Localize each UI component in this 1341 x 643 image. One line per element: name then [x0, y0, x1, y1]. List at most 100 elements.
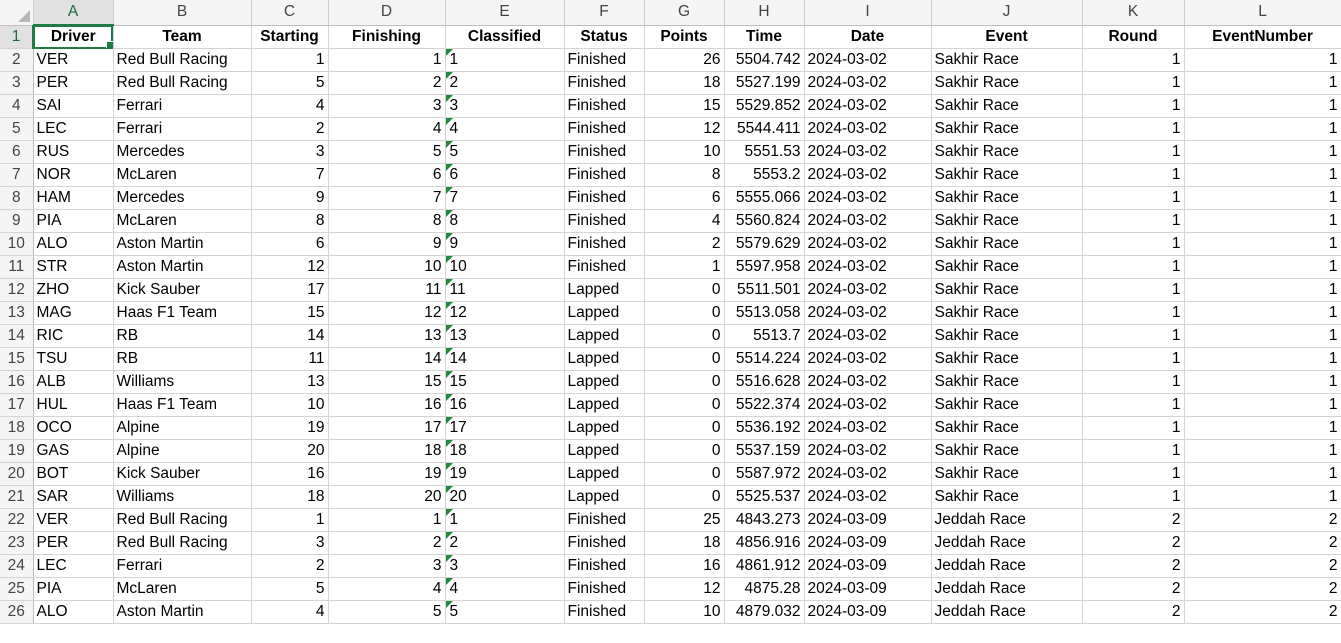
cell-round[interactable]: 1: [1082, 393, 1185, 417]
cell-classified[interactable]: 8: [445, 209, 565, 233]
cell-round[interactable]: 1: [1082, 163, 1185, 187]
cell-status[interactable]: Lapped: [564, 462, 645, 486]
cell-time[interactable]: 5544.411: [724, 117, 805, 141]
cell-points[interactable]: 26: [644, 48, 725, 72]
cell-points[interactable]: 0: [644, 462, 725, 486]
cell-status[interactable]: Lapped: [564, 416, 645, 440]
cell-header-finishing[interactable]: Finishing: [328, 25, 446, 49]
select-all-corner[interactable]: [0, 0, 34, 26]
cell-time[interactable]: 5529.852: [724, 94, 805, 118]
cell-starting[interactable]: 11: [251, 347, 329, 371]
cell-round[interactable]: 1: [1082, 301, 1185, 325]
cell-finishing[interactable]: 18: [328, 439, 446, 463]
cell-starting[interactable]: 8: [251, 209, 329, 233]
cell-header-starting[interactable]: Starting: [251, 25, 329, 49]
column-header-b[interactable]: B: [113, 0, 252, 26]
cell-time[interactable]: 5527.199: [724, 71, 805, 95]
row-number[interactable]: 1: [0, 25, 34, 49]
cell-status[interactable]: Lapped: [564, 324, 645, 348]
cell-classified[interactable]: 3: [445, 554, 565, 578]
cell-event[interactable]: Sakhir Race: [931, 462, 1083, 486]
cell-eventnumber[interactable]: 1: [1184, 439, 1341, 463]
row-number[interactable]: 15: [0, 347, 34, 371]
cell-eventnumber[interactable]: 1: [1184, 393, 1341, 417]
cell-driver[interactable]: PER: [33, 531, 114, 555]
row-number[interactable]: 3: [0, 71, 34, 95]
cell-round[interactable]: 1: [1082, 117, 1185, 141]
row-number[interactable]: 16: [0, 370, 34, 394]
cell-status[interactable]: Finished: [564, 600, 645, 624]
cell-eventnumber[interactable]: 1: [1184, 186, 1341, 210]
column-header-a[interactable]: A: [33, 0, 114, 26]
cell-eventnumber[interactable]: 1: [1184, 370, 1341, 394]
cell-team[interactable]: Red Bull Racing: [113, 508, 252, 532]
cell-classified[interactable]: 10: [445, 255, 565, 279]
cell-team[interactable]: Alpine: [113, 439, 252, 463]
cell-time[interactable]: 4843.273: [724, 508, 805, 532]
cell-eventnumber[interactable]: 1: [1184, 278, 1341, 302]
cell-classified[interactable]: 20: [445, 485, 565, 509]
cell-points[interactable]: 18: [644, 71, 725, 95]
cell-time[interactable]: 5516.628: [724, 370, 805, 394]
cell-header-round[interactable]: Round: [1082, 25, 1185, 49]
cell-team[interactable]: Haas F1 Team: [113, 393, 252, 417]
cell-round[interactable]: 1: [1082, 209, 1185, 233]
cell-date[interactable]: 2024-03-02: [804, 117, 932, 141]
cell-starting[interactable]: 13: [251, 370, 329, 394]
cell-driver[interactable]: LEC: [33, 554, 114, 578]
cell-driver[interactable]: PER: [33, 71, 114, 95]
cell-classified[interactable]: 9: [445, 232, 565, 256]
cell-starting[interactable]: 6: [251, 232, 329, 256]
cell-eventnumber[interactable]: 1: [1184, 140, 1341, 164]
cell-date[interactable]: 2024-03-02: [804, 71, 932, 95]
cell-starting[interactable]: 12: [251, 255, 329, 279]
cell-event[interactable]: Sakhir Race: [931, 117, 1083, 141]
cell-driver[interactable]: OCO: [33, 416, 114, 440]
cell-time[interactable]: 5513.7: [724, 324, 805, 348]
cell-team[interactable]: McLaren: [113, 209, 252, 233]
cell-driver[interactable]: PIA: [33, 577, 114, 601]
cell-classified[interactable]: 7: [445, 186, 565, 210]
cell-finishing[interactable]: 8: [328, 209, 446, 233]
row-number[interactable]: 14: [0, 324, 34, 348]
cell-starting[interactable]: 3: [251, 140, 329, 164]
cell-round[interactable]: 1: [1082, 140, 1185, 164]
cell-finishing[interactable]: 5: [328, 600, 446, 624]
cell-finishing[interactable]: 2: [328, 531, 446, 555]
row-number[interactable]: 5: [0, 117, 34, 141]
cell-starting[interactable]: 7: [251, 163, 329, 187]
cell-starting[interactable]: 5: [251, 577, 329, 601]
cell-driver[interactable]: SAI: [33, 94, 114, 118]
column-header-k[interactable]: K: [1082, 0, 1185, 26]
cell-finishing[interactable]: 1: [328, 48, 446, 72]
cell-header-time[interactable]: Time: [724, 25, 805, 49]
cell-round[interactable]: 1: [1082, 347, 1185, 371]
cell-date[interactable]: 2024-03-02: [804, 186, 932, 210]
cell-event[interactable]: Sakhir Race: [931, 209, 1083, 233]
cell-finishing[interactable]: 4: [328, 577, 446, 601]
cell-team[interactable]: Kick Sauber: [113, 278, 252, 302]
cell-event[interactable]: Sakhir Race: [931, 278, 1083, 302]
cell-finishing[interactable]: 12: [328, 301, 446, 325]
cell-classified[interactable]: 2: [445, 71, 565, 95]
cell-starting[interactable]: 19: [251, 416, 329, 440]
cell-time[interactable]: 5525.537: [724, 485, 805, 509]
cell-eventnumber[interactable]: 1: [1184, 324, 1341, 348]
column-header-f[interactable]: F: [564, 0, 645, 26]
cell-event[interactable]: Jeddah Race: [931, 600, 1083, 624]
cell-points[interactable]: 15: [644, 94, 725, 118]
cell-round[interactable]: 2: [1082, 531, 1185, 555]
cell-finishing[interactable]: 9: [328, 232, 446, 256]
cell-round[interactable]: 1: [1082, 255, 1185, 279]
cell-event[interactable]: Sakhir Race: [931, 370, 1083, 394]
cell-date[interactable]: 2024-03-02: [804, 94, 932, 118]
row-number[interactable]: 8: [0, 186, 34, 210]
cell-starting[interactable]: 17: [251, 278, 329, 302]
cell-finishing[interactable]: 2: [328, 71, 446, 95]
cell-classified[interactable]: 16: [445, 393, 565, 417]
cell-driver[interactable]: RUS: [33, 140, 114, 164]
cell-status[interactable]: Finished: [564, 255, 645, 279]
cell-header-event[interactable]: Event: [931, 25, 1083, 49]
row-number[interactable]: 10: [0, 232, 34, 256]
cell-date[interactable]: 2024-03-02: [804, 232, 932, 256]
